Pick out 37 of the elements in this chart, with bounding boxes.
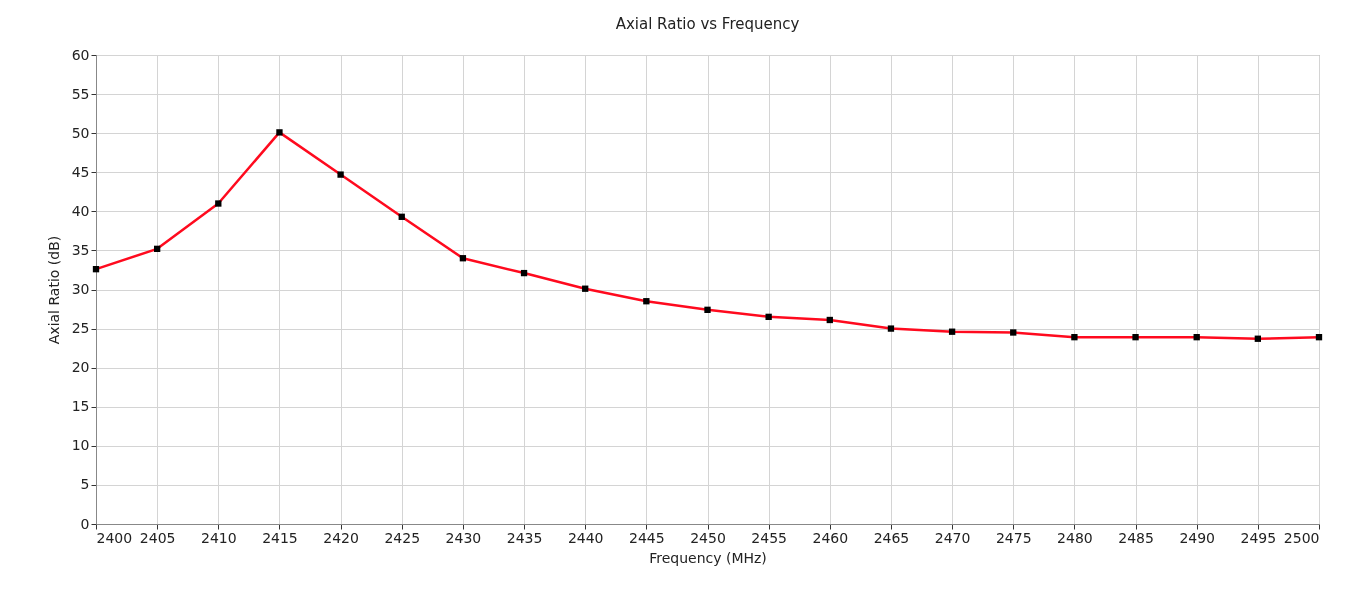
y-tick-label: 20 (71, 359, 90, 376)
x-tick-label: 2430 (445, 529, 482, 546)
x-tick-label: 2405 (139, 529, 176, 546)
x-tick-label: 2415 (262, 529, 298, 546)
x-tick-label: 2475 (995, 529, 1032, 546)
y-tick-label: 50 (71, 124, 90, 141)
x-tick-label: 2495 (1240, 529, 1277, 546)
y-tick-label: 55 (71, 85, 90, 102)
x-tick-label: 2455 (751, 529, 787, 546)
x-tick-label: 2445 (629, 529, 665, 546)
x-tick-label: 2400 (96, 529, 133, 546)
x-tick-label: 2485 (1118, 529, 1154, 546)
x-tick-label: 2420 (323, 529, 359, 546)
x-tick-label: 2490 (1179, 529, 1216, 546)
y-tick-label: 0 (80, 515, 90, 532)
chart-title: Axial Ratio vs Frequency (615, 15, 800, 33)
x-tick-label: 2440 (567, 529, 604, 546)
y-tick-label: 25 (71, 320, 90, 337)
y-tick-label: 60 (71, 46, 90, 63)
y-tick-label: 35 (71, 241, 90, 258)
x-tick-label: 2425 (384, 529, 421, 546)
y-tick-label: 40 (71, 202, 90, 219)
y-axis-title: Axial Ratio (dB) (45, 235, 62, 345)
y-tick-label: 10 (71, 437, 90, 454)
x-tick-label: 2410 (200, 529, 237, 546)
y-tick-label: 5 (80, 476, 90, 493)
x-axis-title: Frequency (MHz) (649, 549, 767, 566)
x-tick-label: 2460 (812, 529, 849, 546)
y-tick-label: 45 (71, 163, 90, 180)
x-tick-label: 2435 (506, 529, 543, 546)
y-tick-label: 15 (71, 398, 90, 415)
y-tick-label: 30 (71, 281, 90, 297)
x-tick-label: 2480 (1057, 529, 1093, 546)
x-tick-label: 2500 (1283, 529, 1320, 546)
x-tick-label: 2450 (690, 529, 726, 546)
x-tick-label: 2470 (934, 529, 971, 546)
x-tick-label: 2465 (873, 529, 910, 546)
